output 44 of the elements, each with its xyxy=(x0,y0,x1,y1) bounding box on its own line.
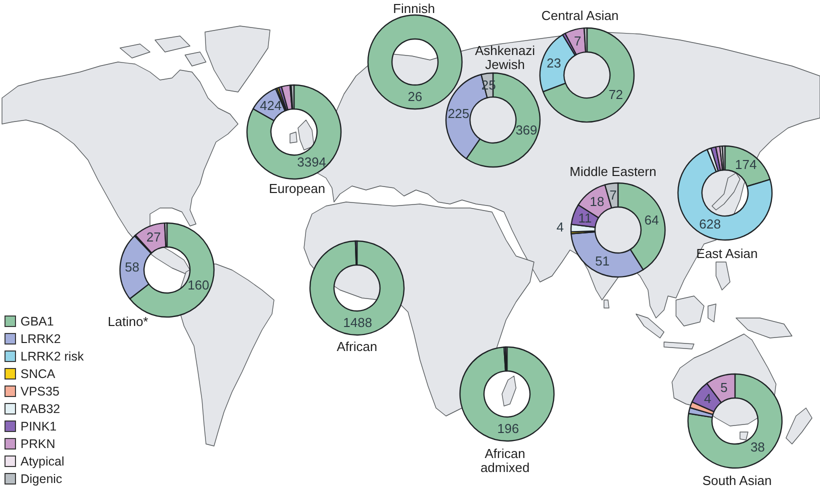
slice-label: South Asian xyxy=(702,473,772,488)
slice-label: African xyxy=(336,339,378,354)
legend-label: GBA1 xyxy=(20,314,54,328)
data-label: 628 xyxy=(699,216,721,232)
data-label: 7 xyxy=(609,187,617,202)
data-label: 1488 xyxy=(343,314,372,330)
slice-label: African admixed xyxy=(480,446,530,475)
data-label: 174 xyxy=(735,156,757,172)
data-label: 7 xyxy=(574,33,582,48)
data-label: 11 xyxy=(578,210,592,226)
data-label: 225 xyxy=(448,106,470,121)
data-label: 424 xyxy=(260,98,282,113)
data-label: 4 xyxy=(704,391,712,406)
slice-label: European xyxy=(268,181,326,196)
data-label: 72 xyxy=(608,86,624,102)
data-label: 38 xyxy=(750,440,765,455)
data-label: 51 xyxy=(595,253,610,268)
data-label: 64 xyxy=(644,212,659,228)
legend-label: LRRK2 xyxy=(20,332,61,346)
legend-label: Atypical xyxy=(20,454,64,468)
data-label: 23 xyxy=(546,56,562,71)
data-label: 369 xyxy=(516,122,538,138)
slice-label: Middle Eastern xyxy=(570,164,656,179)
data-label: 3394 xyxy=(297,154,326,170)
legend-label: RAB32 xyxy=(20,402,60,416)
data-label: 27 xyxy=(146,230,161,245)
data-label: 160 xyxy=(188,277,210,292)
slice-label: Finnish xyxy=(393,1,435,16)
legend-label: PINK1 xyxy=(20,419,57,434)
slice-label: Latino* xyxy=(108,314,148,329)
legend-label: PRKN xyxy=(20,436,56,451)
legend-label: VPS35 xyxy=(20,384,60,398)
data-label: 26 xyxy=(408,89,422,104)
data-label: 58 xyxy=(124,259,140,274)
data-label: 18 xyxy=(590,194,604,210)
slice-label: East Asian xyxy=(696,246,758,261)
slice-label: Central Asian xyxy=(541,8,619,23)
legend-label: LRRK2 risk xyxy=(20,349,84,364)
legend-label: Digenic xyxy=(20,472,62,486)
data-label: 196 xyxy=(497,420,519,436)
data-label: 5 xyxy=(720,380,728,395)
legend-label: SNCA xyxy=(20,366,56,381)
data-label: 4 xyxy=(556,220,564,235)
slice-label: Ashkenazi Jewish xyxy=(475,43,536,72)
